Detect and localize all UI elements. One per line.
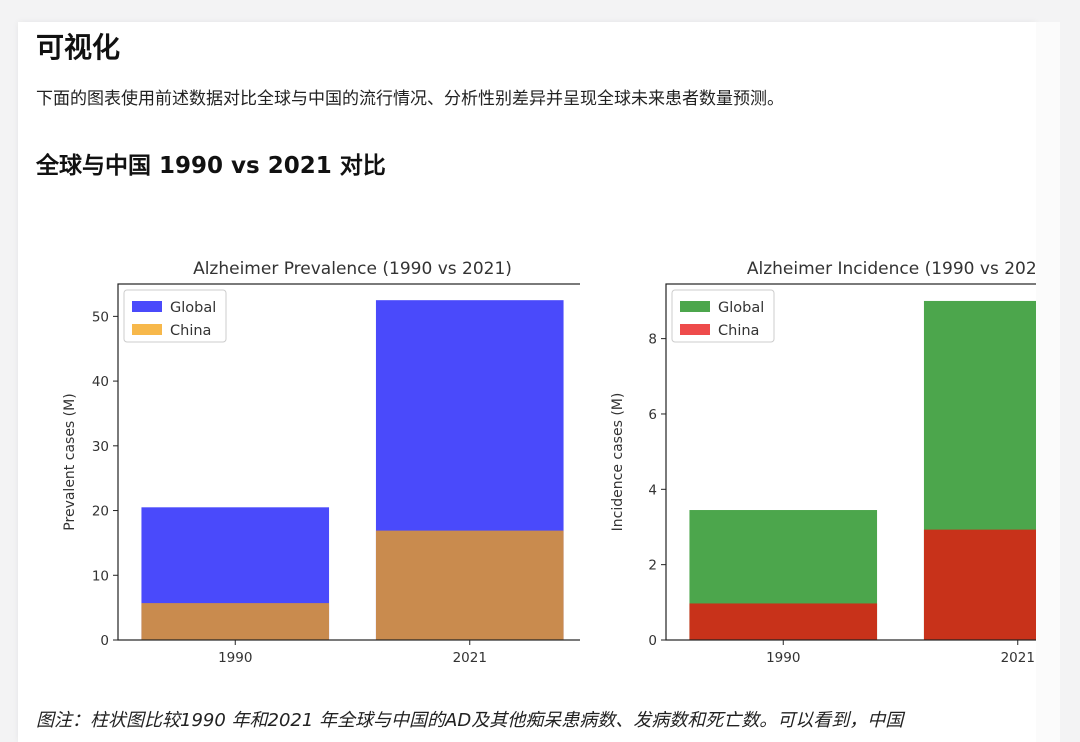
chart0-ytick-label: 50 [92,309,109,325]
chart0-xtick-label: 1990 [218,650,252,666]
chart1-bar-china-2021 [923,529,1036,640]
chart0-ytick-label: 20 [92,504,109,520]
figure-caption: 图注：柱状图比较1990 年和2021 年全球与中国的AD及其他痴呆患病数、发病… [36,710,904,731]
chart0-legend-swatch-china [132,324,162,335]
chart0-ytick-label: 0 [100,633,109,649]
chart0-ytick-label: 30 [92,439,109,455]
chart0-bar-china-1990 [141,603,330,640]
chart0-ytick-label: 40 [92,374,109,390]
chart0-legend-label-china: China [170,323,211,339]
chart1-title: Alzheimer Incidence (1990 vs 2021) [747,259,1036,279]
chart1-ytick-label: 8 [648,332,657,348]
content-card: 可视化 下面的图表使用前述数据对比全球与中国的流行情况、分析性别差异并呈现全球未… [18,22,1036,742]
section-title: 可视化 [36,31,121,64]
chart1-legend-label-global: Global [718,300,764,316]
chart1-ytick-label: 4 [648,482,657,498]
intro-paragraph: 下面的图表使用前述数据对比全球与中国的流行情况、分析性别差异并呈现全球未来患者数… [36,89,784,109]
chart0-ytick-label: 10 [92,568,109,584]
chart1-ytick-label: 6 [648,407,657,423]
prevalence-chart: Alzheimer Prevalence (1990 vs 2021) 0 10 20… [40,228,580,688]
chart1-plot-frame [665,283,1036,641]
chart1-legend-swatch-global [680,301,710,312]
chart1-ylabel: Incidence cases (M) [610,393,626,532]
chart1-xtick-label: 1990 [766,650,800,666]
chart0-legend-label-global: Global [170,300,216,316]
chart1-legend-label-china: China [718,323,759,339]
chart0-legend-swatch-global [132,301,162,312]
scrollbar-track[interactable] [1036,22,1060,742]
prevalence-chart-svg: Alzheimer Prevalence (1990 vs 2021) 0 10 20… [62,259,580,666]
incidence-chart: Alzheimer Incidence (1990 vs 2021) 0 2 4 6 8 1… [588,228,1036,688]
chart1-bar-china-1990 [689,603,878,640]
chart0-ylabel: Prevalent cases (M) [62,393,78,530]
incidence-chart-svg: Alzheimer Incidence (1990 vs 2021) 0 2 4 6 8 1… [610,259,1036,666]
chart1-ytick-label: 0 [648,633,657,649]
chart0-plot-frame [117,283,580,641]
chart1-ytick-label: 2 [648,558,657,574]
chart0-xtick-label: 2021 [453,650,487,666]
chart1-xtick-label: 2021 [1001,650,1035,666]
chart1-legend-swatch-china [680,324,710,335]
chart0-title: Alzheimer Prevalence (1990 vs 2021) [193,259,512,279]
chart0-bar-china-2021 [375,530,564,640]
comparison-heading: 全球与中国 1990 vs 2021 对比 [36,153,386,179]
